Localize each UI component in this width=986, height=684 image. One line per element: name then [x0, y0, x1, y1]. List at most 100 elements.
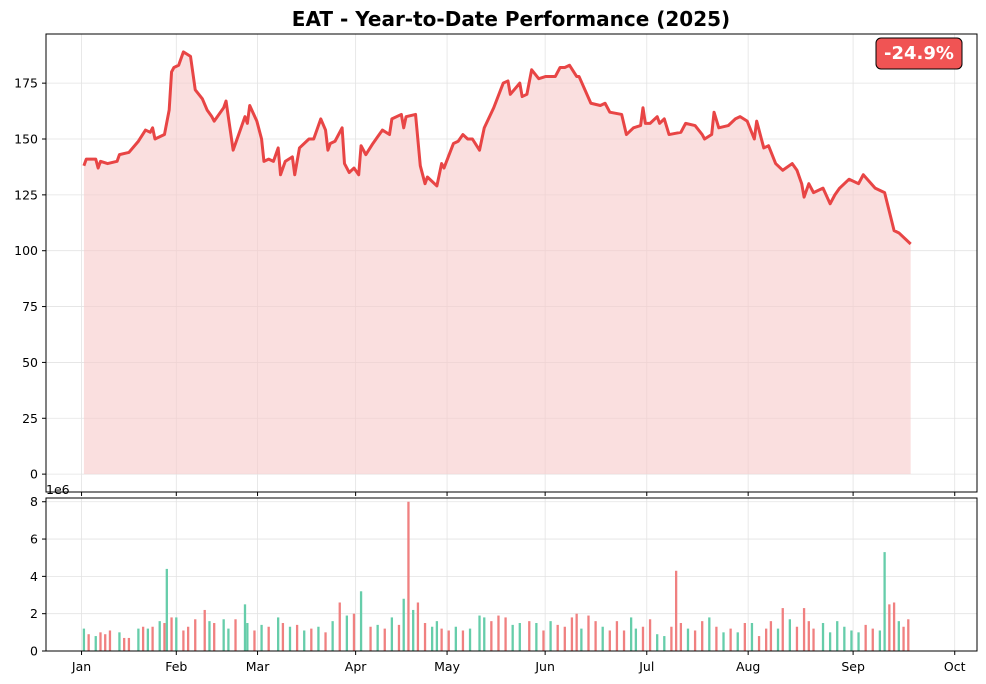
volume-bar: [423, 623, 427, 651]
volume-bar: [99, 632, 102, 651]
volume-bar: [888, 604, 891, 651]
volume-bar: [729, 628, 732, 651]
volume-bar: [208, 621, 211, 651]
price-area-fill: [83, 51, 911, 475]
volume-bar: [213, 623, 216, 651]
volume-bar: [137, 628, 140, 651]
price-y-axis: 0 25 50 75 100 125 150 175: [14, 76, 46, 482]
x-tick-label-oct: Oct: [944, 659, 966, 674]
volume-bar: [352, 613, 356, 651]
price-tick-label: 175: [14, 76, 38, 91]
volume-bar: [556, 624, 559, 651]
volume-bar: [708, 617, 711, 651]
volume-bar: [447, 630, 450, 651]
x-tick-label-jun: Jun: [534, 659, 555, 674]
volume-scale-label: 1e6: [46, 482, 70, 497]
volume-bar: [87, 634, 90, 651]
volume-bar: [504, 617, 507, 651]
price-tick-label: 150: [14, 132, 38, 147]
x-tick-label-feb: Feb: [165, 659, 187, 674]
price-tick-label: 125: [14, 187, 38, 202]
volume-bar: [468, 628, 472, 651]
volume-bar: [608, 630, 611, 651]
volume-bar: [563, 626, 566, 651]
volume-bar: [186, 626, 190, 651]
volume-bar: [260, 624, 263, 651]
volume-bar: [407, 501, 410, 651]
volume-bar: [715, 626, 718, 651]
volume-bar: [82, 628, 86, 651]
volume-bar: [182, 630, 185, 651]
volume-bar: [674, 570, 678, 651]
volume-bar: [857, 632, 860, 651]
price-tick-label: 75: [22, 299, 38, 314]
volume-bar: [118, 632, 121, 651]
volume-tick-label: 2: [30, 606, 38, 621]
volume-bar: [303, 630, 306, 651]
volume-bar: [338, 602, 341, 651]
volume-bar: [490, 621, 493, 651]
volume-bar: [892, 602, 896, 651]
volume-bar: [722, 632, 725, 651]
volume-bar: [594, 621, 597, 651]
volume-bar: [253, 630, 256, 651]
volume-bar: [267, 626, 270, 651]
volume-tick-label: 4: [30, 569, 38, 584]
volume-bar: [151, 626, 154, 651]
volume-bar: [781, 608, 784, 651]
volume-bar: [570, 617, 574, 651]
volume-bar: [203, 609, 206, 651]
performance-badge: -24.9%: [875, 37, 963, 70]
x-axis: Jan Feb Mar Apr May Jun Jul Aug Sep Oct: [71, 492, 966, 674]
volume-bar: [693, 630, 697, 651]
volume-bar: [146, 628, 150, 651]
volume-bar: [743, 623, 746, 651]
volume-bar: [295, 624, 299, 651]
volume-bar: [141, 626, 145, 651]
volume-y-axis: 0 2 4 6 8: [30, 494, 46, 659]
x-tick-label-mar: Mar: [246, 659, 270, 674]
volume-bar: [454, 626, 457, 651]
volume-bar: [288, 626, 292, 651]
volume-bar: [679, 623, 683, 651]
volume-bar: [802, 608, 806, 651]
volume-bar: [243, 604, 247, 651]
volume-bar: [878, 630, 882, 651]
volume-bar: [757, 636, 761, 651]
volume-bar: [821, 623, 825, 651]
x-tick-label-sep: Sep: [841, 659, 865, 674]
badge-box: [875, 37, 963, 70]
volume-bar: [127, 637, 131, 651]
volume-bar: [907, 619, 910, 651]
volume-bar: [622, 630, 626, 651]
volume-bar: [511, 624, 514, 651]
volume-bar: [615, 621, 619, 651]
volume-bar: [535, 623, 538, 651]
volume-bar: [807, 621, 810, 651]
volume-bar: [776, 628, 780, 651]
volume-bar: [864, 624, 867, 651]
price-tick-label: 0: [30, 467, 38, 482]
volume-bar: [383, 628, 386, 651]
volume-bar: [736, 632, 739, 651]
volume-bar: [376, 624, 379, 651]
volume-bar: [587, 615, 590, 651]
volume-bar: [497, 615, 500, 651]
price-panel-frame: [45, 33, 978, 493]
volume-bar: [397, 624, 401, 651]
volume-tick-label: 0: [30, 644, 38, 659]
volume-bar: [670, 626, 673, 651]
volume-bar: [175, 617, 178, 651]
volume-bar: [104, 634, 107, 651]
x-tick-label-jul: Jul: [638, 659, 654, 674]
volume-bar: [369, 626, 372, 651]
volume-bar: [194, 619, 197, 651]
volume-bar: [170, 617, 173, 651]
volume-bar: [812, 628, 815, 651]
volume-bar: [483, 617, 486, 651]
volume-bar: [648, 619, 652, 651]
volume-bars: [82, 501, 910, 651]
x-tick-label-aug: Aug: [736, 659, 760, 674]
volume-bar: [435, 621, 439, 651]
